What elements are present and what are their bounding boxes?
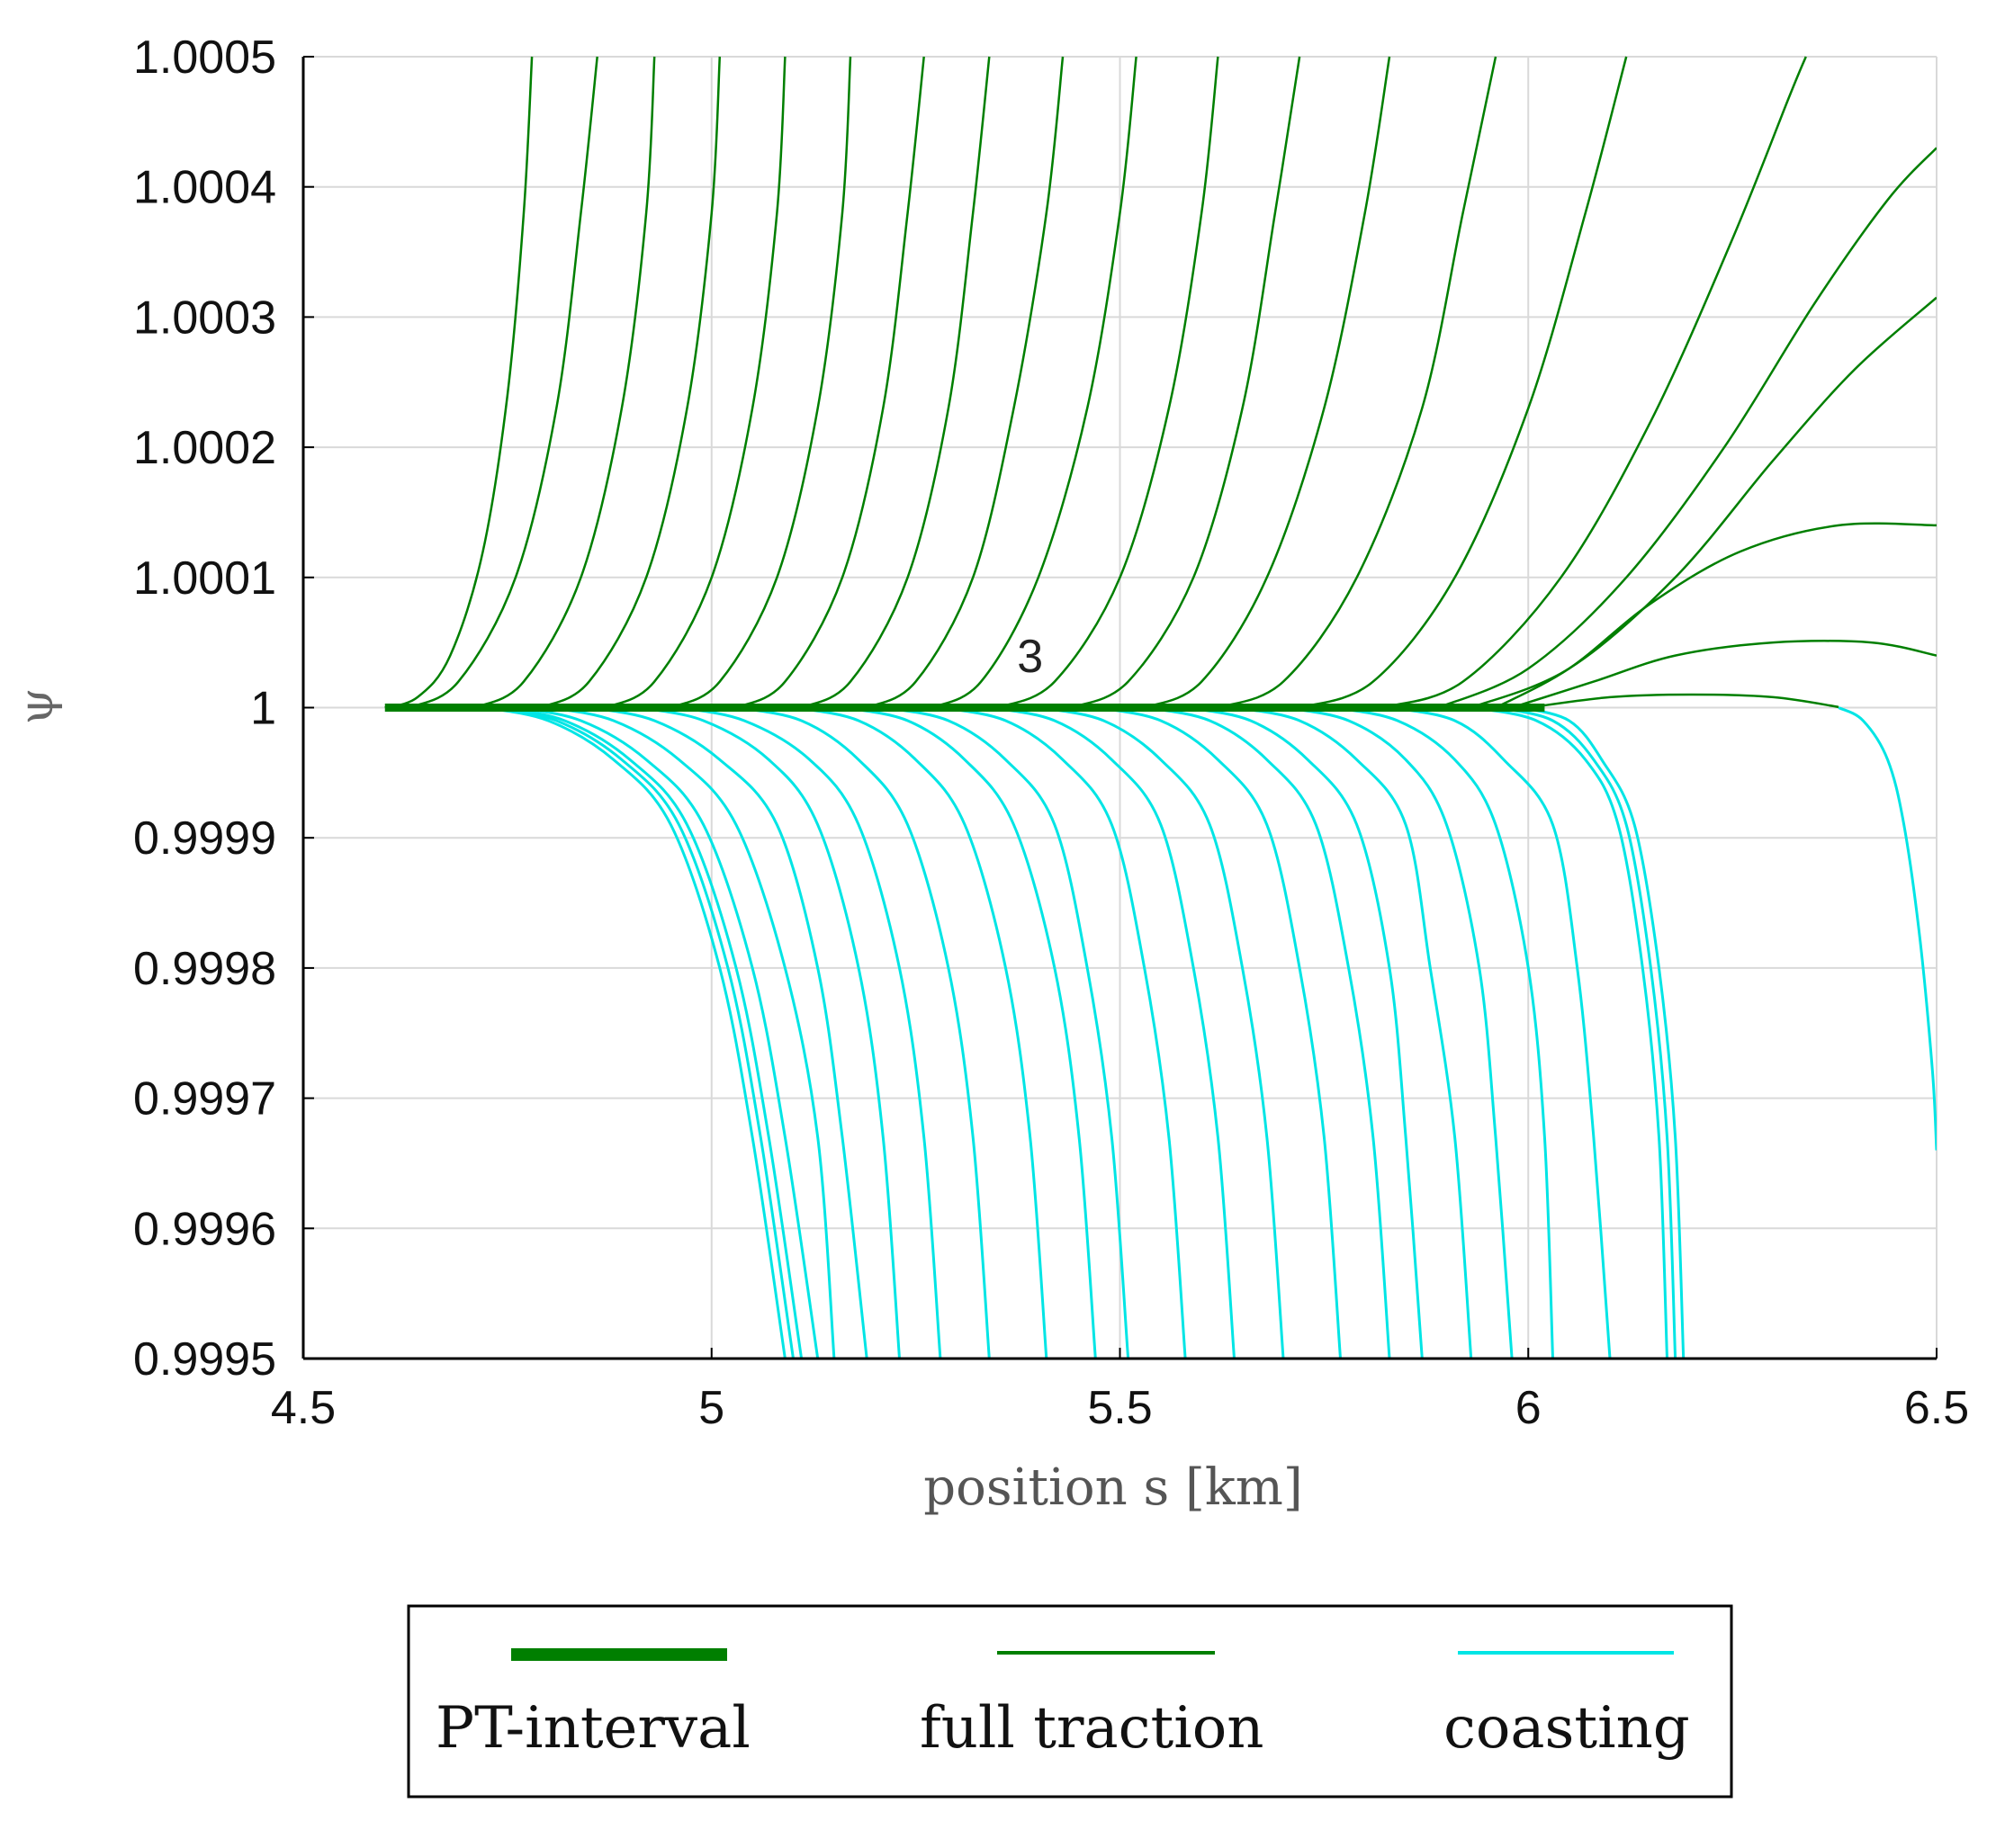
- coasting-curve: [1282, 706, 1514, 1359]
- full-traction-curve: [1380, 56, 1807, 709]
- x-tick-label: 5.5: [1087, 1382, 1152, 1434]
- coasting-curve: [1234, 706, 1473, 1359]
- coasting-curve: [1095, 706, 1342, 1359]
- y-tick-label: 0.9996: [133, 1203, 276, 1255]
- coasting-curve: [1495, 706, 1677, 1359]
- coasting-curve: [637, 706, 901, 1359]
- coasting-curve: [1389, 706, 1612, 1359]
- full-traction-curve: [996, 56, 1219, 709]
- coasting-curve: [735, 706, 991, 1359]
- curve-annotation: 3: [1017, 631, 1043, 683]
- coasting-curve: [1470, 706, 1668, 1359]
- full-traction-curve: [1528, 693, 1839, 709]
- y-tick-label: 0.9995: [133, 1333, 276, 1386]
- full-traction-curve: [1299, 56, 1628, 709]
- y-tick-label: 1.0003: [133, 292, 276, 344]
- full-traction-curve: [735, 56, 925, 709]
- y-tick-label: 0.9998: [133, 943, 276, 995]
- y-tick-label: 1.0004: [133, 162, 276, 214]
- full-traction-curve: [931, 56, 1137, 709]
- y-tick-label: 0.9999: [133, 812, 276, 865]
- coasting-curve: [679, 706, 942, 1359]
- coasting-curve: [499, 706, 804, 1359]
- full-traction-curve: [605, 56, 787, 709]
- full-traction-curve: [384, 56, 534, 709]
- legend: PT-interval full traction coasting: [407, 1604, 1733, 1799]
- full-traction-curve: [1144, 56, 1391, 709]
- coasting-curve: [1144, 706, 1391, 1359]
- legend-label-full-traction: full traction: [920, 1695, 1263, 1762]
- coasting-curve: [989, 706, 1236, 1359]
- y-tick-label: 1.0001: [133, 552, 276, 605]
- y-tick-label: 1: [250, 683, 276, 735]
- full-traction-curve: [1070, 56, 1301, 709]
- axes: 4.5 5 5.5 6 6.5 0.9995 0.9996 0.9997 0.9998 0.999…: [133, 31, 1969, 1434]
- coasting-curve: [547, 706, 836, 1359]
- coasting-curve: [1332, 706, 1554, 1359]
- full-traction-curve: [866, 56, 1065, 709]
- full-traction-curve: [539, 56, 722, 709]
- coasting-curve: [841, 706, 1097, 1359]
- coasting-curve: [793, 706, 1048, 1359]
- coasting-curve: [1838, 706, 1937, 1151]
- legend-label-pt-interval: PT-interval: [436, 1695, 751, 1762]
- y-axis-label: ψ: [10, 688, 64, 725]
- x-tick-label: 6: [1515, 1382, 1542, 1434]
- coasting-curve: [1184, 706, 1424, 1359]
- coasting-curve: [1519, 706, 1686, 1359]
- coasting-curve: [515, 706, 820, 1359]
- full-traction-curve: [409, 56, 598, 709]
- full-traction-curve: [1495, 522, 1937, 709]
- x-axis-label: position s [km]: [923, 1458, 1302, 1517]
- coasting-curve: [490, 706, 795, 1359]
- legend-label-coasting: coasting: [1443, 1695, 1690, 1762]
- coasting-curve: [940, 706, 1187, 1359]
- coasting-curve: [482, 706, 787, 1359]
- y-tick-label: 0.9997: [133, 1073, 276, 1126]
- x-tick-label: 6.5: [1904, 1382, 1969, 1434]
- legend-box: [407, 1604, 1733, 1799]
- y-tick-label: 1.0005: [133, 31, 276, 84]
- full-traction-curve: [1511, 640, 1937, 709]
- plot-area: [384, 56, 1937, 1359]
- full-traction-curve: [1437, 147, 1937, 709]
- full-traction-curve: [801, 56, 991, 709]
- x-tick-label: 5: [698, 1382, 724, 1434]
- series-group: [384, 56, 1937, 1359]
- full-traction-curve: [670, 56, 852, 709]
- full-traction-curve: [1217, 56, 1497, 709]
- full-traction-curve: [474, 56, 656, 709]
- y-tick-label: 1.0002: [133, 422, 276, 474]
- coasting-curve: [1038, 706, 1285, 1359]
- coasting-curve: [883, 706, 1130, 1359]
- coasting-curve: [589, 706, 868, 1359]
- x-tick-label: 4.5: [271, 1382, 336, 1434]
